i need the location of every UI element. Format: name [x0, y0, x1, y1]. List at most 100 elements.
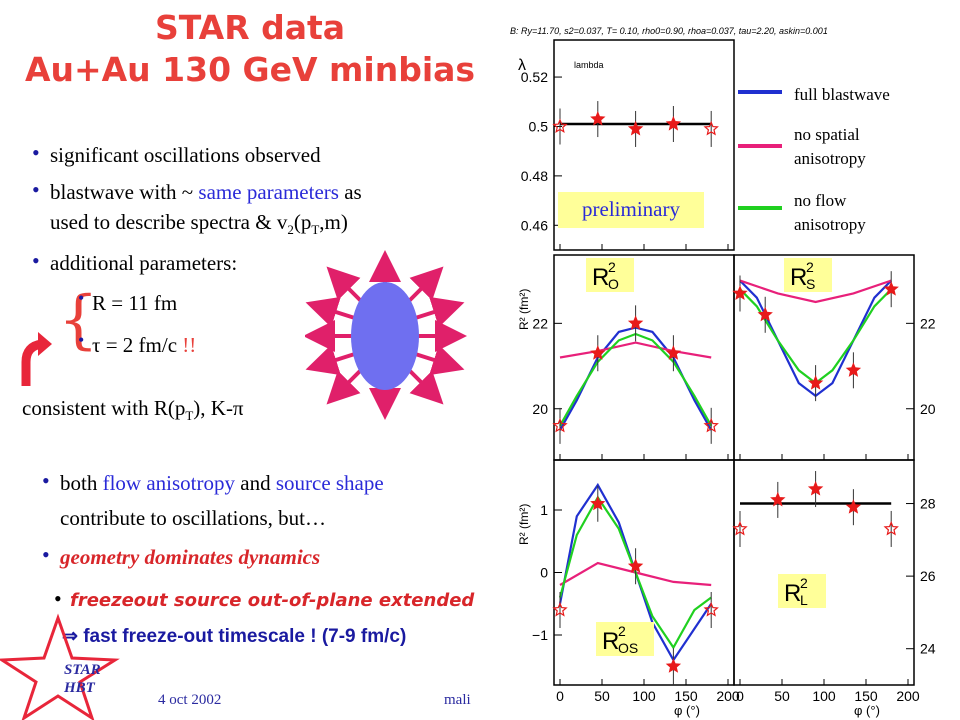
data-point-star — [627, 558, 644, 573]
legend-label-spatial-2: anisotropy — [794, 149, 866, 168]
data-point-star — [845, 362, 862, 377]
consistent-subscript: T — [185, 408, 194, 424]
data-point-star — [665, 115, 682, 131]
y-tick-label: 0.48 — [521, 168, 548, 184]
bullet-flow-mid: and — [235, 471, 276, 495]
hbt-figure: B: Ry=11.70, s2=0.037, T= 0.10, rho0=0.9… — [510, 26, 936, 718]
bullet-blastwave-text-a: blastwave with ~ — [50, 180, 199, 204]
bullet-additional-params: additional parameters: — [50, 251, 238, 275]
data-point-star — [590, 111, 606, 126]
data-point-star — [665, 658, 682, 673]
panel-label-ro: R — [592, 264, 609, 291]
source-shape-highlight: source shape — [275, 471, 384, 495]
lambda-axis-label: λ — [518, 57, 526, 74]
phi-tick-label: 150 — [674, 688, 698, 704]
curve-no-spatial-anisotropy — [559, 341, 712, 359]
data-point-star — [732, 520, 748, 536]
data-point-star — [590, 345, 606, 360]
panel-label-rs: R — [790, 264, 807, 291]
star-logo-text2: HBT — [63, 680, 96, 696]
panel-frame-rl — [733, 459, 915, 686]
spectra-text: used to describe spectra & v — [50, 210, 288, 234]
bullet-dot: • — [54, 586, 62, 611]
legend-line-spatial — [738, 144, 782, 148]
phi-tick-label: 50 — [774, 688, 790, 704]
v2-subscript: 2 — [287, 222, 294, 238]
panel-label-ros-bg — [596, 622, 654, 656]
data-point-star — [845, 499, 862, 514]
curve-no-flow-anisotropy — [559, 332, 713, 427]
data-point-star — [552, 417, 568, 433]
param-tau-exclaim: !! — [177, 333, 197, 357]
pt-text: (p — [293, 210, 312, 234]
phi-tick-label: 100 — [812, 688, 836, 704]
bullet-flow-source: both flow anisotropy and source shape — [60, 470, 384, 496]
panel-label-rl: R — [784, 580, 801, 607]
param-tau-text: τ = 2 fm/c — [92, 333, 178, 357]
data-point-star — [552, 601, 568, 617]
panel-label-ros-sub: OS — [618, 640, 638, 656]
consistent-with-text: consistent with R(pT), K-π — [22, 395, 244, 429]
curve-no-spatial-anisotropy — [739, 279, 892, 304]
bullet-geometry: geometry dominates dynamics — [60, 545, 321, 569]
consistent-text-b: ), K-π — [193, 396, 244, 420]
bullet-dot: • — [78, 330, 85, 350]
figure-header: B: Ry=11.70, s2=0.037, T= 0.10, rho0=0.9… — [510, 26, 828, 36]
y-tick-label: 24 — [920, 641, 936, 657]
preliminary-badge: preliminary — [558, 192, 704, 228]
legend-line-flow — [738, 206, 782, 210]
r2-axis-label: R² (fm²) — [517, 504, 531, 545]
bullet-flow-a: both — [60, 471, 103, 495]
bullet-blastwave-line2: used to describe spectra & v2(pT,m) — [50, 209, 348, 243]
phi-tick-label: 100 — [632, 688, 656, 704]
footer-date: 4 oct 2002 — [158, 692, 222, 708]
bullet-dot: • — [42, 542, 50, 567]
panel-label-ros-sup: 2 — [618, 623, 626, 639]
panel-label-rl-bg — [778, 574, 826, 608]
curved-arrow-icon — [21, 332, 52, 386]
panel-label-rl-sup: 2 — [800, 575, 808, 591]
panel-label-rs-sup: 2 — [806, 259, 814, 275]
legend-label-flow-1: no flow — [794, 191, 847, 210]
y-tick-label: 28 — [920, 496, 936, 512]
star-logo-icon: STAR HBT — [0, 613, 120, 720]
source-shape-diagram — [305, 250, 467, 420]
data-point-star — [703, 601, 719, 617]
bullet-blastwave-text-b: as — [338, 180, 362, 204]
data-point-star — [552, 118, 568, 133]
same-parameters-highlight: same parameters — [198, 180, 339, 204]
y-tick-label: 22 — [920, 315, 936, 331]
data-point-star — [770, 491, 786, 507]
flow-anisotropy-highlight: flow anisotropy — [102, 471, 235, 495]
y-tick-label: 20 — [920, 401, 936, 417]
data-point-star — [883, 520, 899, 536]
y-tick-label: 0 — [540, 565, 548, 581]
bullet-dot: • — [32, 248, 40, 273]
star-logo-text1: STAR — [64, 662, 101, 678]
panel-label-ro-bg — [586, 258, 634, 292]
panel-label-ro-sub: O — [608, 276, 619, 292]
bullet-dot: • — [42, 468, 50, 493]
y-tick-label: 22 — [532, 315, 548, 331]
y-tick-label: 26 — [920, 568, 936, 584]
footer-author: mali — [444, 692, 471, 708]
data-point-star — [627, 120, 644, 136]
lambda-panel-label: lambda — [574, 60, 604, 70]
panel-label-ro-sup: 2 — [608, 259, 616, 275]
legend-label-spatial-1: no spatial — [794, 125, 860, 144]
bullet-blastwave: blastwave with ~ same parameters as — [50, 179, 362, 205]
m-text: ,m) — [319, 210, 348, 234]
consistent-text-a: consistent with R(p — [22, 396, 186, 420]
phi-tick-label: 0 — [556, 688, 564, 704]
fast-freezeout-conclusion: ⇒ fast freeze-out timescale ! (7-9 fm/c) — [62, 626, 407, 647]
bullet-oscillations: significant oscillations observed — [50, 143, 321, 167]
phi-tick-label: 150 — [854, 688, 878, 704]
phi-tick-label: 0 — [736, 688, 744, 704]
y-tick-label: −1 — [532, 627, 548, 643]
y-tick-label: 0.52 — [521, 69, 548, 85]
data-point-star — [732, 285, 748, 300]
y-tick-label: 1 — [540, 502, 548, 518]
pt-subscript: T — [311, 222, 320, 238]
left-brace: { — [58, 283, 99, 357]
legend: full blastwave no spatial anisotropy no … — [738, 82, 948, 242]
